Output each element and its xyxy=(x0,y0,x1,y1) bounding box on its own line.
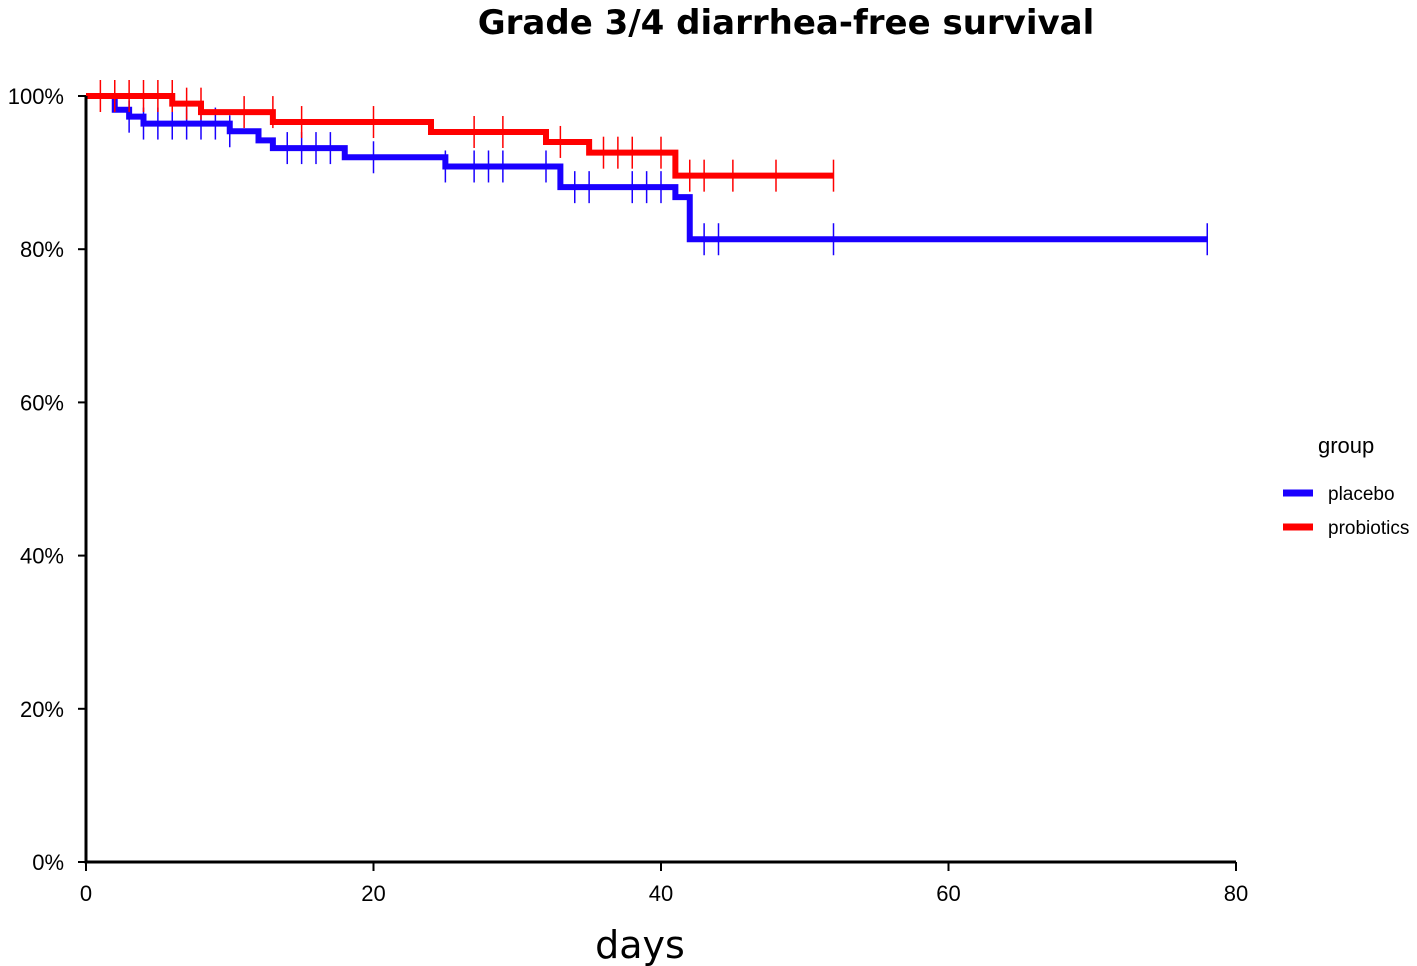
x-tick-label: 40 xyxy=(649,881,673,906)
y-tick-label: 0% xyxy=(32,850,64,875)
series-probiotics xyxy=(86,80,835,192)
x-tick-label: 20 xyxy=(361,881,385,906)
x-tick-label: 80 xyxy=(1224,881,1248,906)
y-tick-label: 60% xyxy=(20,390,64,415)
y-tick-label: 40% xyxy=(20,544,64,569)
y-axis-ticks: 0% 20% 40% 60% 80% 100% xyxy=(8,84,86,875)
legend-label-placebo: placebo xyxy=(1328,484,1395,505)
x-tick-label: 0 xyxy=(80,881,92,906)
legend-title: group xyxy=(1318,433,1374,458)
x-tick-label: 60 xyxy=(936,881,960,906)
y-tick-label: 80% xyxy=(20,237,64,262)
legend-label-probiotics: probiotics xyxy=(1328,518,1409,539)
series-placebo xyxy=(86,93,1208,256)
legend: group placebo probiotics xyxy=(1283,433,1409,539)
chart-title: Grade 3/4 diarrhea-free survival xyxy=(478,3,1095,43)
y-tick-label: 100% xyxy=(8,84,64,109)
x-axis-title: days xyxy=(595,923,685,966)
series-layer xyxy=(86,80,1208,256)
y-tick-label: 20% xyxy=(20,697,64,722)
survival-curve-placebo xyxy=(86,93,1208,243)
x-axis-ticks: 0 20 40 60 80 xyxy=(80,862,1248,906)
